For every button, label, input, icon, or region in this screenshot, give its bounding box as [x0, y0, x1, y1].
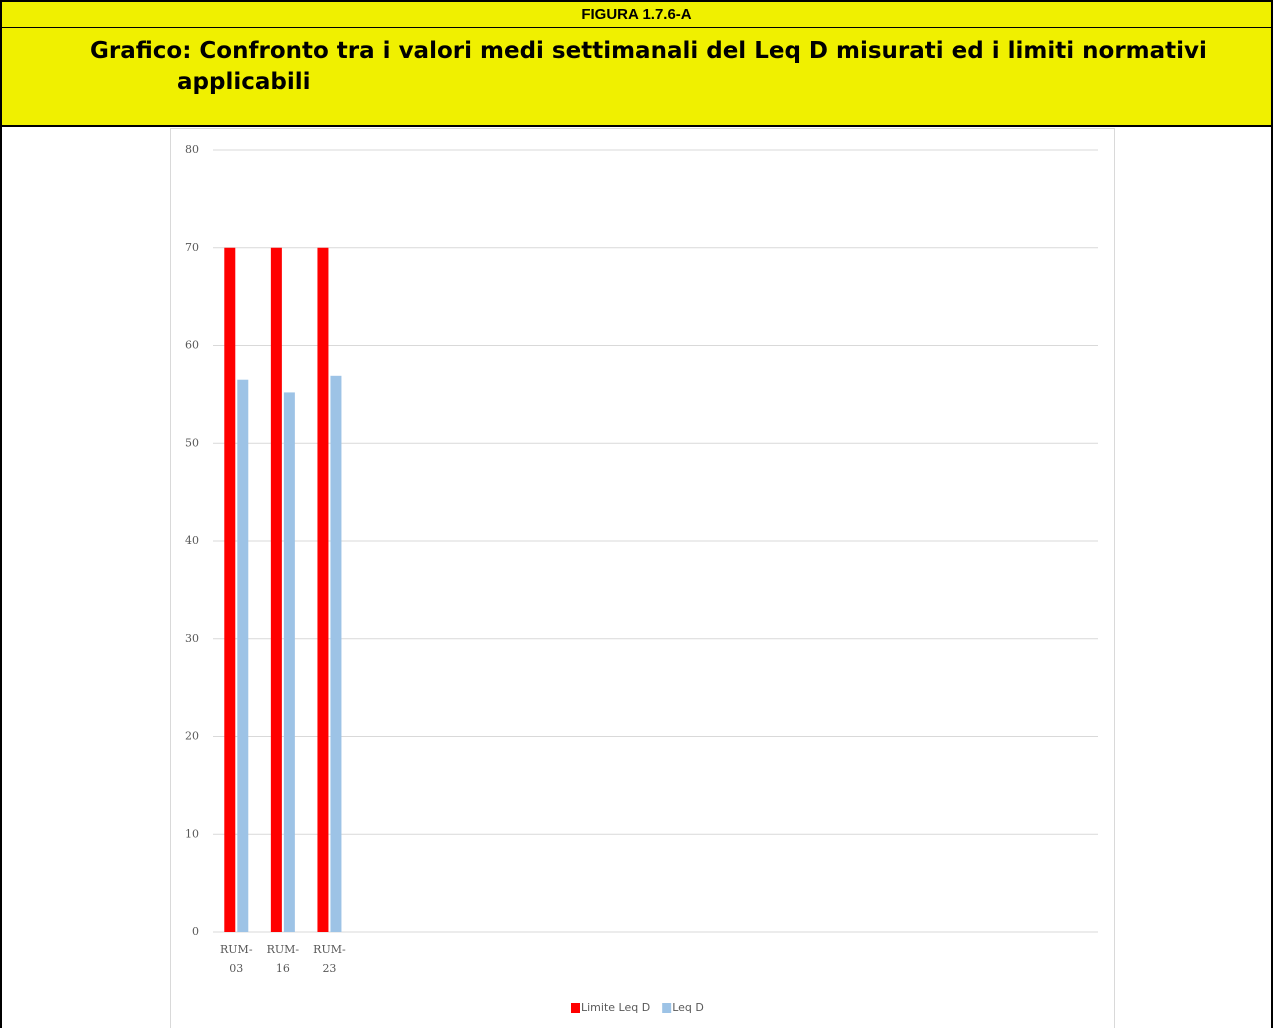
- figure-title: Grafico: Confronto tra i valori medi set…: [2, 28, 1271, 127]
- y-tick-label: 30: [185, 632, 199, 645]
- legend-label: Limite Leq D: [581, 1001, 650, 1014]
- figure-label: FIGURA 1.7.6-A: [2, 0, 1271, 28]
- legend-swatch: [662, 1003, 672, 1013]
- x-tick-label: RUM-03: [220, 943, 253, 975]
- y-tick-label: 10: [185, 827, 199, 840]
- y-tick-label: 60: [185, 339, 199, 352]
- y-tick-label: 0: [192, 925, 199, 938]
- x-tick-label: RUM-23: [313, 943, 346, 975]
- bar: [224, 247, 236, 932]
- legend-label: Leq D: [672, 1001, 704, 1014]
- y-tick-label: 80: [185, 143, 199, 156]
- chart: 0 10 20 30 40 50 60 70 80 Limite Leq D Leq D RUM-0…: [170, 128, 1115, 1028]
- y-tick-label: 20: [185, 730, 199, 743]
- bar: [283, 392, 295, 932]
- bar: [317, 247, 329, 932]
- y-tick-label: 70: [185, 241, 199, 254]
- bar: [330, 375, 342, 932]
- bar: [237, 379, 249, 932]
- legend-swatch: [571, 1003, 580, 1013]
- bar: [270, 247, 282, 932]
- y-tick-label: 50: [185, 436, 199, 449]
- chart-svg: 0 10 20 30 40 50 60 70 80 Limite Leq D Leq D: [185, 143, 1098, 1014]
- x-tick-label: RUM-16: [266, 943, 300, 975]
- y-tick-label: 40: [185, 534, 199, 547]
